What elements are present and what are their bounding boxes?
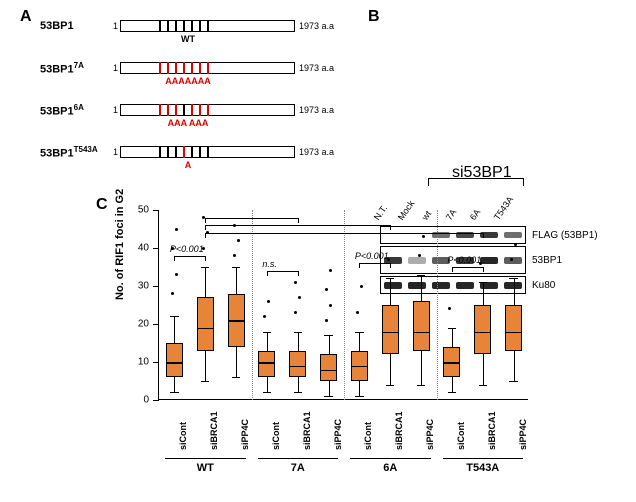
x-label: siCont [456,422,466,450]
x-label: siPP4C [333,419,343,450]
panel-b-label: B [368,8,380,26]
group-label: T543A [437,462,530,474]
boxplot-box [166,343,183,377]
x-label: siBRCA1 [394,411,404,450]
construct-bar [120,62,295,74]
construct-sublabel: A [158,160,218,170]
construct-start: 1 [108,105,118,115]
construct-end: 1973 a.a [299,63,334,73]
construct-bar [120,146,295,158]
construct-end: 1973 a.a [299,21,334,31]
ytick-label: 10 [129,357,149,368]
x-label: siBRCA1 [209,411,219,450]
ytick-label: 20 [129,319,149,330]
boxplot-box [197,297,214,350]
construct-name: 53BP1T543A [40,145,108,160]
construct-name: 53BP16A [40,103,108,118]
x-label: siBRCA1 [487,411,497,450]
construct-name: 53BP1 [40,20,108,32]
ytick-label: 30 [129,281,149,292]
sig-text: P<0.001 [447,255,481,265]
x-label: siCont [363,422,373,450]
construct-sublabel: WT [158,34,218,44]
construct-start: 1 [108,63,118,73]
construct-name: 53BP17A [40,61,108,76]
x-label: siCont [178,422,188,450]
bracket-label: si53BP1 [452,164,512,182]
x-label: siPP4C [425,419,435,450]
construct-end: 1973 a.a [299,105,334,115]
ytick-label: 40 [129,243,149,254]
boxplot-box [382,305,399,354]
construct-bar [120,104,295,116]
boxplot-box [289,351,306,378]
boxplot-box [320,354,337,381]
y-axis-title: No. of RIF1 foci in G2 [114,189,126,300]
construct-start: 1 [108,147,118,157]
panel-a: 53BP111973 a.aWT53BP17A11973 a.aAAAAAAA5… [40,10,360,168]
x-label: siPP4C [240,419,250,450]
x-label: siBRCA1 [302,411,312,450]
construct-sublabel: AAAAAAA [158,76,218,86]
group-label: WT [159,462,252,474]
panel-c: No. of RIF1 foci in G2 01020304050siCont… [110,200,540,490]
sig-text: n.s. [262,259,277,269]
ytick-label: 0 [129,395,149,406]
boxplot-box [505,305,522,351]
blot-row-name: FLAG (53BP1) [532,230,598,241]
construct-start: 1 [108,21,118,31]
boxplot-box [474,305,491,354]
sig-text: P<0.001 [170,244,204,254]
sig-text: P<0.001 [355,251,389,261]
panel-c-label: C [96,196,108,214]
x-label: siPP4C [518,419,528,450]
x-label: siCont [271,422,281,450]
group-label: 7A [252,462,345,474]
ytick-label: 50 [129,205,149,216]
construct-bar [120,20,295,32]
chart-area: 01020304050siContsiBRCA1siPP4CsiContsiBR… [158,210,528,400]
construct-sublabel: AAA AAA [158,118,218,128]
construct-end: 1973 a.a [299,147,334,157]
boxplot-box [258,351,275,378]
group-label: 6A [344,462,437,474]
boxplot-box [413,301,430,350]
panel-a-label: A [20,8,32,26]
